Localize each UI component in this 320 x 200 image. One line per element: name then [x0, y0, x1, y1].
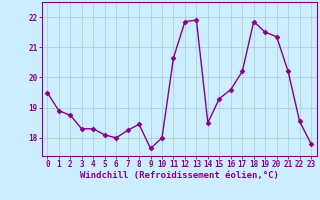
X-axis label: Windchill (Refroidissement éolien,°C): Windchill (Refroidissement éolien,°C) [80, 171, 279, 180]
